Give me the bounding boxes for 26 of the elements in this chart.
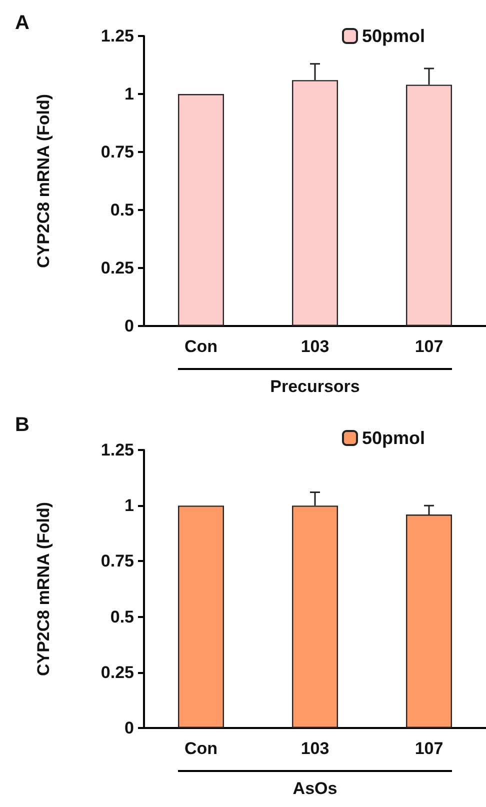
chart-title: B — [15, 414, 30, 436]
y-tick-label: 0.5 — [110, 607, 134, 626]
y-tick-label: 1 — [124, 496, 134, 516]
y-tick-label: 0.25 — [100, 258, 134, 278]
y-tick-label: 0.75 — [100, 552, 134, 571]
y-axis-title: CYP2C8 mRNA (Fold) — [34, 502, 53, 676]
y-tick-label: 0.25 — [100, 662, 134, 682]
x-tick-label: 107 — [414, 337, 444, 356]
y-tick-label: 0.5 — [110, 200, 134, 220]
x-tick-label: 107 — [414, 739, 444, 758]
y-tick-label: 1.25 — [100, 26, 134, 46]
x-axis-title: Precursors — [270, 377, 360, 396]
y-tick-label: 1 — [124, 84, 134, 104]
y-tick-label: 0 — [124, 718, 134, 738]
x-tick-label: 103 — [300, 739, 330, 758]
chart-title: A — [15, 12, 30, 34]
y-tick-label: 0.75 — [100, 142, 134, 162]
x-tick-label: 103 — [300, 337, 330, 356]
x-tick-label: Con — [184, 739, 218, 758]
y-tick-label: 1.25 — [100, 440, 134, 460]
y-axis-title: CYP2C8 mRNA (Fold) — [34, 94, 53, 268]
x-tick-label: Con — [184, 337, 218, 356]
legend-label: 50pmol — [362, 26, 426, 46]
legend-label: 50pmol — [362, 428, 426, 448]
x-axis-title: AsOs — [292, 779, 338, 798]
y-tick-label: 0 — [124, 316, 134, 336]
